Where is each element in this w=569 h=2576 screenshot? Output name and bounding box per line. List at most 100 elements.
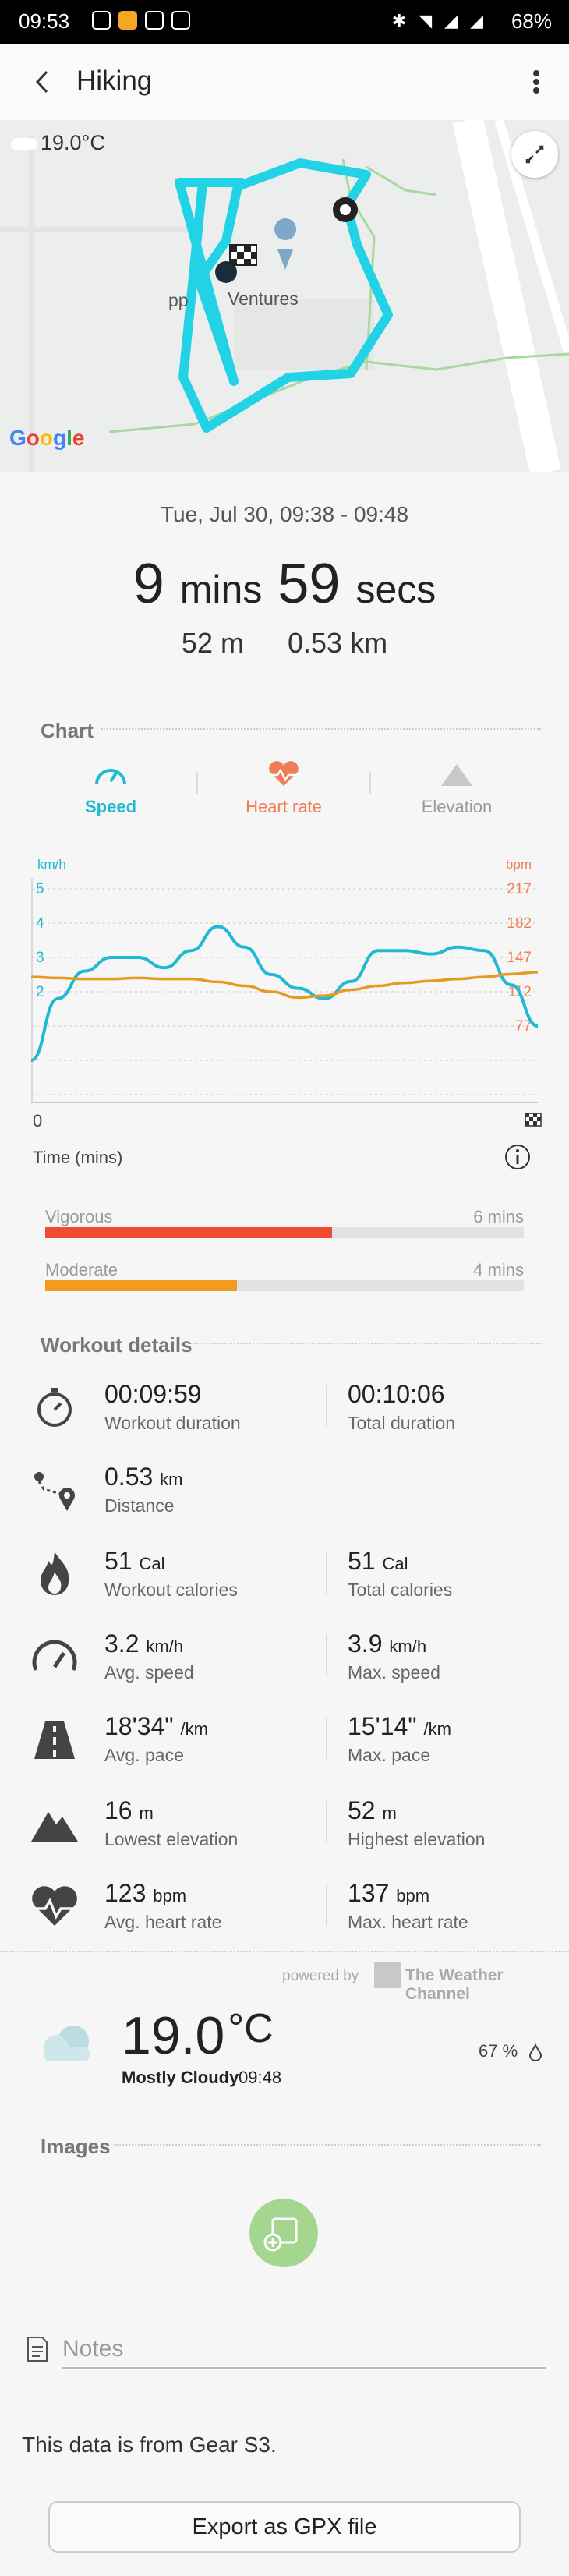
page-title: Hiking	[76, 65, 153, 96]
avg-heart-rate-value: 123 bpm	[104, 1879, 187, 1907]
flame-icon	[41, 1552, 69, 1595]
notes-icon	[27, 2337, 48, 2362]
google-logo: Google	[9, 426, 85, 450]
avg-pace-value: 18'34" /km	[104, 1712, 208, 1740]
cloudy-weather-icon	[44, 2026, 90, 2061]
avg-speed-label: Avg. speed	[104, 1662, 194, 1683]
add-image-icon	[263, 2217, 298, 2252]
heart-rate-series-line	[31, 971, 538, 1000]
system-icons: ✱ ◥ ◢ ◢	[392, 11, 483, 31]
weather-provider-name: The Weather Channel	[405, 1966, 504, 2003]
app-icon	[118, 11, 137, 30]
status-time: 09:53	[19, 9, 70, 33]
speedometer-icon	[95, 769, 126, 785]
tab-speed-label: Speed	[84, 797, 137, 816]
duration-seconds-unit: secs	[355, 568, 436, 611]
chart-section-title: Chart	[41, 719, 94, 742]
chart-grid	[31, 878, 538, 1103]
tab-elevation-label: Elevation	[421, 797, 493, 816]
more-options-icon[interactable]	[522, 62, 550, 101]
left-axis-tick-label: 4	[36, 915, 44, 932]
info-icon[interactable]	[504, 1143, 532, 1171]
vigorous-label: Vigorous	[45, 1207, 113, 1226]
map-temperature: 19.0°C	[11, 131, 105, 155]
workout-calories-label: Workout calories	[104, 1580, 238, 1600]
finish-flag-icon	[525, 1113, 542, 1127]
left-axis-tick-label: 2	[36, 984, 44, 1000]
cloud-icon	[11, 137, 37, 150]
right-axis-tick-label: 217	[507, 881, 532, 897]
left-axis-unit: km/h	[37, 857, 66, 872]
avg-speed-value: 3.2 km/h	[104, 1629, 184, 1658]
weather-temperature: 19.0°C	[122, 2006, 274, 2065]
tab-separator	[196, 772, 198, 794]
tab-heart-rate[interactable]: Heart rate	[206, 761, 362, 817]
total-calories-value: 51 Cal	[348, 1547, 408, 1575]
weather-channel-logo	[374, 1962, 401, 1988]
status-bar: 09:53 ✱ ◥ ◢ ◢ 68%	[0, 0, 569, 44]
moderate-bar	[45, 1280, 524, 1291]
distance-meters: 52 m	[181, 627, 244, 659]
calendar-icon	[171, 11, 190, 30]
max-heart-rate-value: 137 bpm	[348, 1879, 430, 1907]
road-icon	[34, 1721, 75, 1759]
back-arrow-icon[interactable]	[23, 62, 62, 101]
workout-duration: 9 mins 59 secs	[0, 552, 569, 616]
max-speed-label: Max. speed	[348, 1662, 440, 1683]
notes-input[interactable]	[62, 2331, 546, 2369]
column-separator	[326, 1385, 327, 1427]
map-label-ventures: Ventures	[228, 288, 299, 309]
moderate-value: 4 mins	[473, 1260, 524, 1279]
export-gpx-button[interactable]: Export as GPX file	[48, 2501, 521, 2553]
workout-distance: 52 m 0.53 km	[0, 627, 569, 660]
route-map[interactable]: 19.0°C pp Ventures Google	[0, 120, 569, 472]
highest-elevation-value: 52 m	[348, 1796, 397, 1824]
app-bar: Hiking	[0, 44, 569, 121]
distance-label: Distance	[104, 1495, 175, 1516]
lowest-elevation-value: 16 m	[104, 1796, 154, 1824]
chart-series	[31, 925, 538, 1062]
workout-date-range: Tue, Jul 30, 09:38 - 09:48	[160, 502, 409, 526]
workout-details-title: Workout details	[41, 1333, 193, 1357]
distance-km: 0.53 km	[288, 627, 388, 659]
avg-pace-label: Avg. pace	[104, 1745, 184, 1765]
lowest-elevation-label: Lowest elevation	[104, 1829, 239, 1849]
heart-icon	[269, 761, 299, 786]
max-heart-rate-label: Max. heart rate	[348, 1912, 468, 1932]
mountain-icon	[31, 1812, 78, 1842]
weather-divider	[0, 1951, 569, 1952]
vigorous-bar-fill	[45, 1227, 333, 1238]
column-separator	[326, 1634, 327, 1676]
tab-elevation[interactable]: Elevation	[379, 761, 535, 817]
bluetooth-icon: ✱	[391, 11, 407, 30]
heart-rate-icon	[32, 1886, 77, 1926]
expand-map-icon[interactable]	[511, 131, 558, 178]
chart-section-divider	[101, 728, 541, 730]
total-duration-value: 00:10:06	[348, 1380, 445, 1408]
left-axis-tick-label: 3	[36, 950, 44, 966]
signal-icon: ◢	[444, 11, 458, 30]
map-temperature-value: 19.0°C	[41, 131, 105, 154]
powered-by-text: powered by	[282, 1968, 359, 1984]
tab-speed[interactable]: Speed	[33, 761, 189, 817]
avg-heart-rate-label: Avg. heart rate	[104, 1912, 222, 1932]
total-duration-label: Total duration	[348, 1413, 456, 1433]
column-separator	[326, 1717, 327, 1759]
add-image-button[interactable]	[249, 2199, 318, 2267]
mail-icon	[145, 11, 164, 30]
column-separator	[326, 1801, 327, 1843]
duration-seconds: 59	[277, 553, 341, 615]
weather-time: 09:48	[239, 2068, 282, 2087]
speedometer-icon	[32, 1640, 77, 1671]
images-section-divider	[114, 2144, 541, 2146]
workout-calories-value: 51 Cal	[104, 1547, 165, 1575]
distance-value: 0.53 km	[104, 1463, 183, 1491]
battery-level: 68%	[511, 9, 552, 33]
workout-duration-value: 00:09:59	[104, 1380, 202, 1408]
data-source-note: This data is from Gear S3.	[22, 2433, 277, 2457]
workout-details-divider	[193, 1343, 541, 1344]
left-axis-ticks: 5 4 3 2	[36, 881, 44, 1000]
column-separator	[326, 1884, 327, 1926]
elevation-icon	[441, 764, 472, 786]
